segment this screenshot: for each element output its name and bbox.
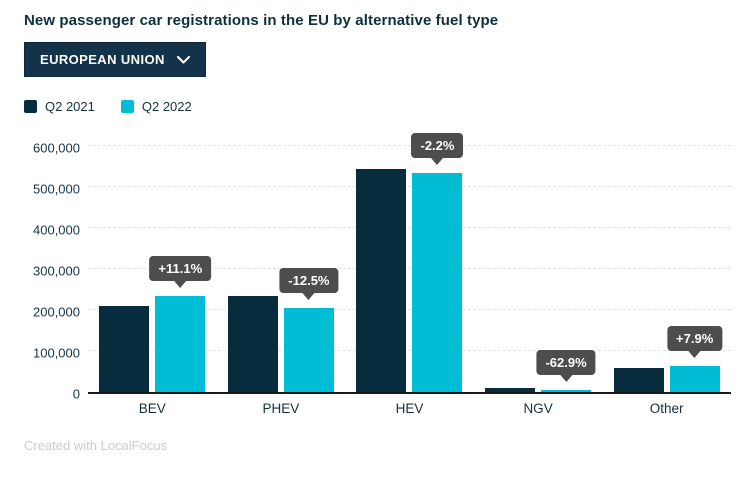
bar-q2-2021-other[interactable] [613,367,664,392]
x-axis-label-bev: BEV [138,401,166,416]
y-axis-label: 0 [72,386,80,402]
chart-title: New passenger car registrations in the E… [24,12,499,29]
gridline [88,145,731,146]
legend-swatch-q2-2021 [24,100,37,113]
gridline [88,227,731,228]
bar-group-ngv: -62.9% [474,148,603,392]
change-label-bev: +11.1% [149,256,212,282]
x-axis-label-ngv: NGV [523,401,553,416]
bar-group-other: +7.9% [602,148,731,392]
bar-group-phev: -12.5% [217,148,346,392]
bar-q2-2022-bev[interactable] [155,296,206,392]
gridline [88,309,731,310]
bar-group-hev: -2.2% [345,133,474,392]
y-axis-label: 100,000 [33,345,80,361]
gridline [88,268,731,269]
legend-label: Q2 2021 [45,99,95,114]
bar-q2-2022-phev[interactable] [283,308,334,392]
y-axis: 0 100,000 200,000 300,000 400,000 500,000 600,… [24,141,88,402]
x-axis-label-hev: HEV [395,401,424,416]
legend: Q2 2021 Q2 2022 [24,99,731,114]
change-label-phev: -12.5% [279,268,339,294]
chevron-down-icon [176,55,190,64]
region-dropdown[interactable]: EUROPEAN UNION [24,42,206,77]
bar-q2-2021-phev[interactable] [227,296,278,392]
y-axis-label: 400,000 [33,222,80,238]
region-dropdown-label: EUROPEAN UNION [40,52,165,67]
y-axis-label: 300,000 [33,263,80,279]
bar-q2-2022-other[interactable] [669,365,720,392]
legend-item-q2-2021: Q2 2021 [24,99,95,114]
y-axis-label: 600,000 [33,140,80,156]
bar-q2-2021-ngv[interactable] [485,387,536,392]
x-axis: BEV PHEV HEV NGV Other [88,401,731,416]
bar-group-bev: +11.1% [88,148,217,392]
bar-q2-2021-bev[interactable] [99,305,150,392]
legend-swatch-q2-2022 [120,100,134,113]
y-axis-label: 500,000 [33,181,80,197]
bar-q2-2022-hev[interactable] [412,173,463,392]
change-label-hev: -2.2% [411,133,464,159]
bar-chart: 0 100,000 200,000 300,000 400,000 500,000 600,… [24,133,731,402]
legend-item-q2-2022: Q2 2022 [120,99,192,114]
y-axis-label: 200,000 [33,304,80,320]
gridline [88,186,731,187]
plot-area: +11.1% -12.5% -2.2% -62.9% +7.9% [88,133,731,394]
x-axis-label-phev: PHEV [262,401,300,416]
bar-q2-2022-ngv[interactable] [541,390,592,392]
attribution: Created with LocalFocus [24,438,168,453]
gridline [88,350,731,351]
legend-label: Q2 2022 [141,99,192,114]
change-label-ngv: -62.9% [536,350,596,376]
x-axis-label-other: Other [649,401,684,416]
change-label-other: +7.9% [667,325,723,351]
bar-q2-2021-hev[interactable] [356,168,407,392]
